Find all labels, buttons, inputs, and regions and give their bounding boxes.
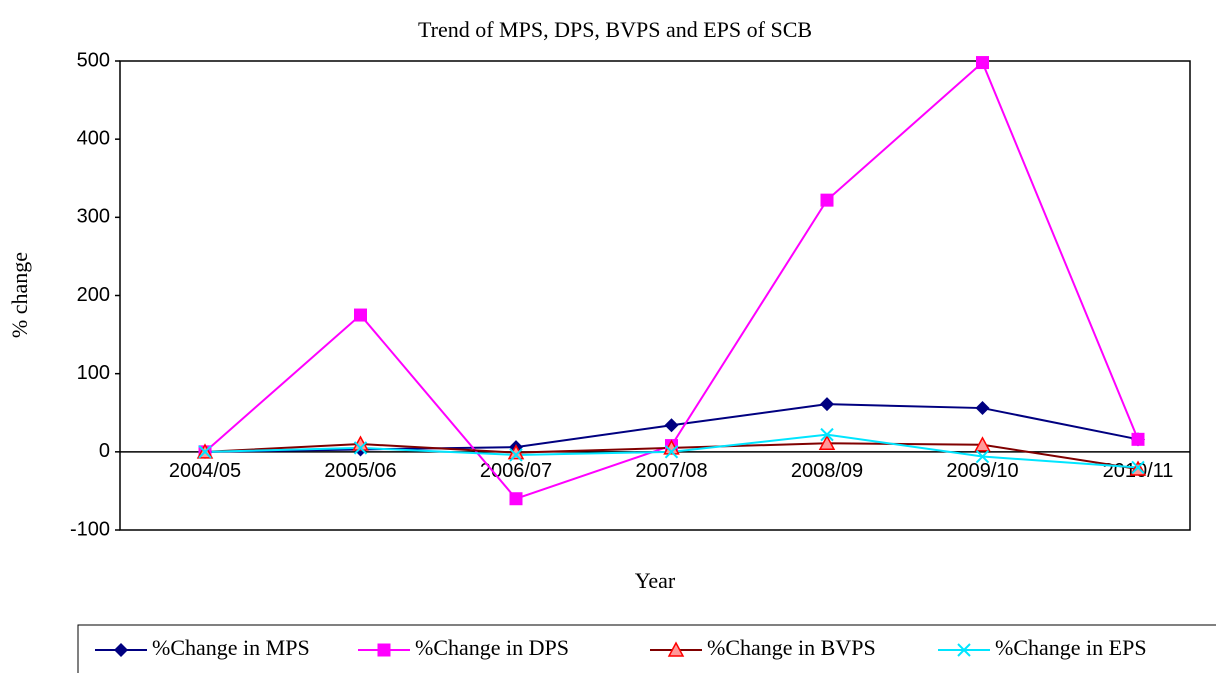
x-tick-label: 2008/09	[791, 460, 863, 482]
x-tick-label: 2005/06	[324, 460, 396, 482]
y-tick-label: -100	[70, 518, 110, 540]
data-point	[198, 445, 212, 459]
data-point	[975, 401, 990, 416]
data-point	[974, 436, 991, 452]
legend-label: %Change in EPS	[995, 635, 1147, 660]
y-tick-label: 300	[77, 206, 110, 228]
data-point	[509, 492, 523, 506]
data-point	[354, 308, 367, 322]
x-axis-title: Year	[635, 568, 676, 593]
y-tick-label: 500	[77, 49, 110, 71]
y-tick-label: 200	[77, 284, 110, 306]
legend-marker	[667, 641, 685, 657]
data-point	[818, 434, 836, 450]
data-point	[820, 193, 834, 207]
legend-label: %Change in DPS	[415, 635, 569, 660]
data-point	[1131, 432, 1145, 446]
legend-label: %Change in BVPS	[707, 635, 876, 660]
y-tick-label: 400	[77, 127, 110, 149]
x-tick-label: 2004/05	[169, 460, 241, 482]
y-axis-title: % change	[7, 252, 32, 338]
data-point	[820, 427, 834, 442]
chart-title: Trend of MPS, DPS, BVPS and EPS of SCB	[418, 17, 812, 42]
legend-marker	[957, 643, 971, 657]
legend-label: %Change in MPS	[152, 635, 310, 660]
x-tick-label: 2009/10	[946, 460, 1018, 482]
data-point	[976, 56, 989, 70]
legend-marker	[114, 643, 128, 657]
y-tick-label: 100	[77, 362, 110, 384]
x-tick-label: 2007/08	[635, 460, 707, 482]
x-tick-label: 2006/07	[480, 460, 552, 482]
data-point	[664, 418, 679, 433]
data-point	[509, 448, 523, 462]
data-point	[664, 445, 679, 459]
data-point	[820, 397, 834, 412]
data-point	[353, 441, 368, 455]
data-point	[1131, 460, 1145, 475]
y-tick-label: 0	[99, 440, 110, 462]
series-line	[204, 60, 1139, 500]
legend-marker	[377, 643, 391, 657]
data-point	[975, 449, 990, 464]
legend-box	[77, 624, 1216, 673]
